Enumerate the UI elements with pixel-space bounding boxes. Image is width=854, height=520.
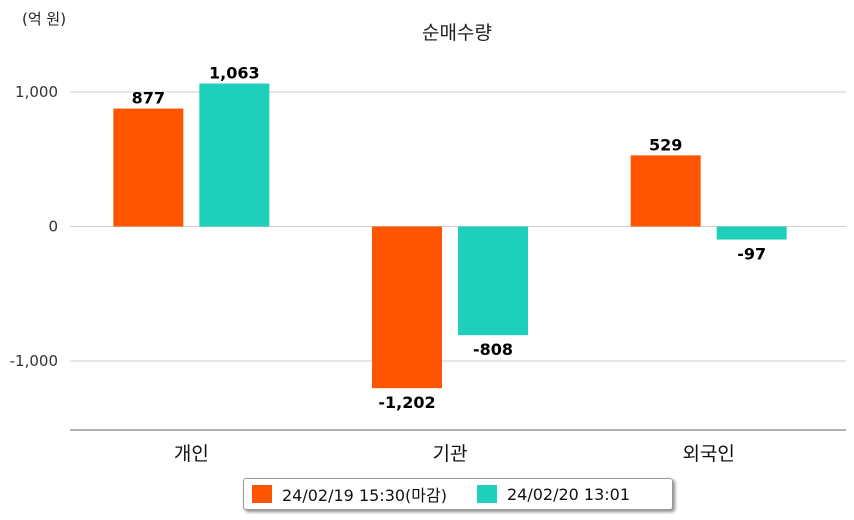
bar-2-2 (458, 226, 528, 336)
legend-item-series-1[interactable]: 24/02/19 15:30(마감) (252, 482, 447, 506)
legend-swatch-series-1 (252, 485, 272, 503)
bar-1-3 (630, 155, 701, 227)
chart-title: 순매수량 (422, 22, 492, 44)
legend-label-series-1: 24/02/19 15:30(마감) (282, 486, 447, 505)
legend: 24/02/19 15:30(마감) 24/02/20 13:01 (243, 478, 673, 510)
bar-1-1 (113, 108, 184, 227)
y-tick-label: 1,000 (15, 83, 58, 101)
data-label: -808 (473, 340, 513, 359)
data-label: 529 (649, 135, 682, 154)
bar-1-2 (372, 226, 442, 389)
unit-label: (억 원) (22, 10, 67, 28)
data-label: -97 (737, 245, 766, 264)
bar-2-1 (199, 83, 270, 227)
legend-label-series-2: 24/02/20 13:01 (506, 484, 631, 504)
x-tick-label: 개인 (174, 443, 209, 465)
y-tick-label: 0 (48, 218, 58, 236)
data-label: 1,063 (209, 64, 260, 83)
legend-swatch-series-2 (476, 485, 497, 503)
data-label: -1,202 (378, 393, 435, 412)
y-tick-label: -1,000 (10, 352, 58, 370)
legend-item-series-2[interactable]: 24/02/20 13:01 (476, 484, 631, 504)
x-tick-label: 기관 (433, 443, 468, 465)
data-label: 877 (132, 89, 165, 108)
x-tick-label: 외국인 (682, 443, 734, 465)
bar-2-3 (716, 226, 787, 240)
